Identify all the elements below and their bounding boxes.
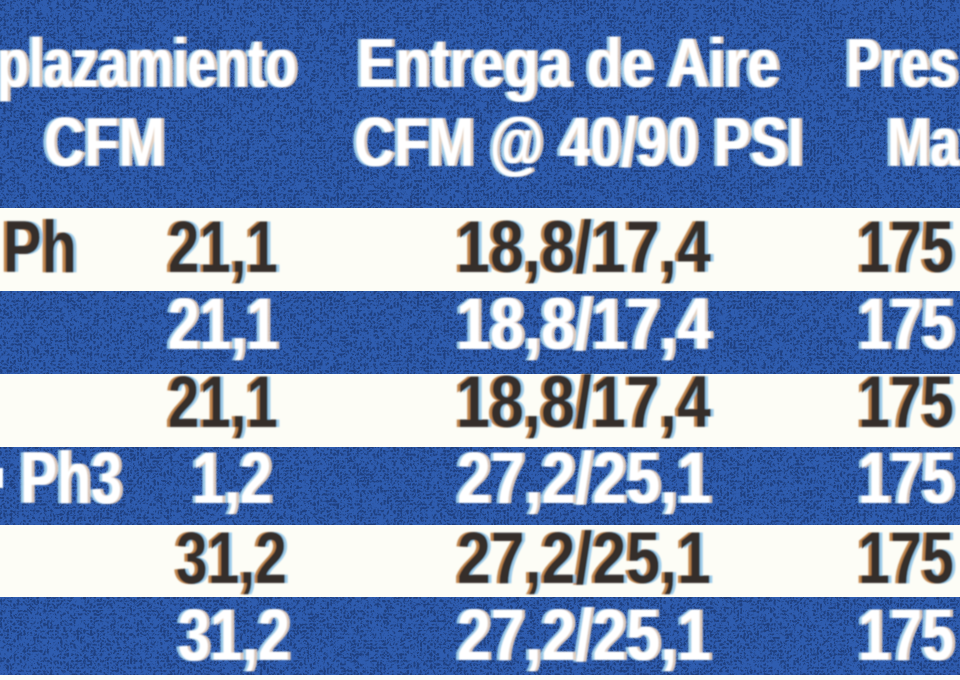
svg-text:27,2/25,1: 27,2/25,1 (456, 518, 710, 599)
svg-text:Pres: Pres (849, 24, 960, 102)
svg-text:175: 175 (861, 207, 957, 288)
svg-text:27,2/25,1: 27,2/25,1 (460, 438, 714, 519)
svg-text:175: 175 (855, 362, 951, 443)
svg-text:CFM: CFM (47, 103, 168, 181)
svg-text:175: 175 (857, 518, 953, 599)
svg-text:18,8/17,4: 18,8/17,4 (456, 207, 711, 288)
svg-text:27,2/25,1: 27,2/25,1 (457, 518, 711, 599)
svg-text:27,2/25,1: 27,2/25,1 (460, 518, 714, 599)
svg-text:31,2: 31,2 (175, 595, 287, 676)
svg-text:CFM: CFM (41, 103, 162, 181)
svg-text:31,2: 31,2 (179, 518, 290, 599)
svg-text:Ph3: Ph3 (17, 438, 119, 519)
svg-text:Ph: Ph (2, 207, 76, 288)
svg-text:21,1: 21,1 (171, 284, 281, 365)
svg-text:175: 175 (855, 518, 951, 599)
svg-text:175: 175 (861, 595, 957, 676)
svg-text:18,8/17,4: 18,8/17,4 (453, 207, 708, 288)
svg-text:Pres: Pres (843, 24, 955, 102)
svg-text:Maxima: Maxima (887, 103, 960, 181)
svg-text:175: 175 (861, 438, 957, 519)
svg-text:27,2/25,1: 27,2/25,1 (454, 438, 708, 519)
svg-text:21,1: 21,1 (168, 362, 278, 443)
svg-text:175: 175 (855, 595, 951, 676)
svg-text:175: 175 (858, 438, 954, 519)
svg-text:27,2/25,1: 27,2/25,1 (457, 438, 711, 519)
svg-text:Entrega de Aire: Entrega de Aire (354, 24, 776, 102)
svg-text:175: 175 (855, 284, 951, 365)
svg-text:31,2: 31,2 (181, 595, 293, 676)
svg-text:Entrega de Aire: Entrega de Aire (357, 24, 779, 102)
svg-text:plazamiento: plazamiento (0, 24, 297, 102)
svg-text:21,1: 21,1 (171, 362, 281, 443)
svg-text:Ph: Ph (3, 207, 77, 288)
svg-text:Ph: Ph (6, 207, 80, 288)
svg-text:175: 175 (858, 518, 954, 599)
svg-text:Pres: Pres (846, 24, 958, 102)
svg-text:plazamiento: plazamiento (0, 24, 294, 102)
svg-text:175: 175 (861, 284, 957, 365)
svg-text:31,2: 31,2 (176, 518, 287, 599)
svg-text:175: 175 (857, 362, 953, 443)
svg-text:31,2: 31,2 (178, 595, 290, 676)
svg-text:CFM @ 40/90 PSI: CFM @ 40/90 PSI (351, 103, 800, 181)
svg-text:Ph: Ph (0, 207, 74, 288)
svg-text:18,8/17,4: 18,8/17,4 (453, 362, 708, 443)
svg-text:175: 175 (858, 284, 954, 365)
svg-text:18,8/17,4: 18,8/17,4 (455, 207, 710, 288)
svg-text:CFM: CFM (44, 103, 165, 181)
svg-text:175: 175 (861, 518, 957, 599)
svg-text:Maxima: Maxima (884, 103, 960, 181)
svg-text:18,8/17,4: 18,8/17,4 (455, 362, 710, 443)
svg-text:21,1: 21,1 (165, 362, 275, 443)
svg-text:31,2: 31,2 (173, 518, 284, 599)
svg-text:18,8/17,4: 18,8/17,4 (456, 284, 711, 365)
svg-text:18,8/17,4: 18,8/17,4 (453, 284, 708, 365)
svg-text:27,2/25,1: 27,2/25,1 (454, 518, 708, 599)
svg-text:21,1: 21,1 (165, 284, 275, 365)
svg-text:1,2: 1,2 (195, 438, 275, 519)
svg-text:18,8/17,4: 18,8/17,4 (459, 207, 714, 288)
svg-text:175: 175 (861, 362, 957, 443)
svg-text:175: 175 (858, 362, 954, 443)
svg-text:21,1: 21,1 (167, 362, 277, 443)
svg-text:21,1: 21,1 (171, 207, 281, 288)
svg-text:CFM @ 40/90 PSI: CFM @ 40/90 PSI (357, 103, 806, 181)
svg-text:21,1: 21,1 (168, 284, 278, 365)
svg-text:175: 175 (857, 207, 953, 288)
svg-text:175: 175 (858, 595, 954, 676)
svg-text:Ph3: Ph3 (23, 438, 125, 519)
svg-text:21,1: 21,1 (165, 207, 275, 288)
svg-text:CFM @ 40/90 PSI: CFM @ 40/90 PSI (354, 103, 803, 181)
svg-text:21,1: 21,1 (168, 207, 278, 288)
svg-text:31,2: 31,2 (175, 518, 286, 599)
svg-text:Maxima: Maxima (890, 103, 960, 181)
svg-text:18,8/17,4: 18,8/17,4 (459, 362, 714, 443)
svg-text:18,8/17,4: 18,8/17,4 (459, 284, 714, 365)
svg-text:plazamiento: plazamiento (0, 24, 300, 102)
svg-text:Ph3: Ph3 (20, 438, 122, 519)
svg-text:18,8/17,4: 18,8/17,4 (456, 362, 711, 443)
svg-text:1,2: 1,2 (189, 438, 269, 519)
svg-text:21,1: 21,1 (167, 207, 277, 288)
svg-text:27,2/25,1: 27,2/25,1 (460, 595, 714, 676)
svg-text:27,2/25,1: 27,2/25,1 (454, 595, 708, 676)
svg-text:Entrega de Aire: Entrega de Aire (360, 24, 782, 102)
svg-text:175: 175 (855, 438, 951, 519)
svg-text:1,2: 1,2 (192, 438, 272, 519)
svg-text:175: 175 (855, 207, 951, 288)
svg-text:27,2/25,1: 27,2/25,1 (457, 595, 711, 676)
svg-text:175: 175 (858, 207, 954, 288)
